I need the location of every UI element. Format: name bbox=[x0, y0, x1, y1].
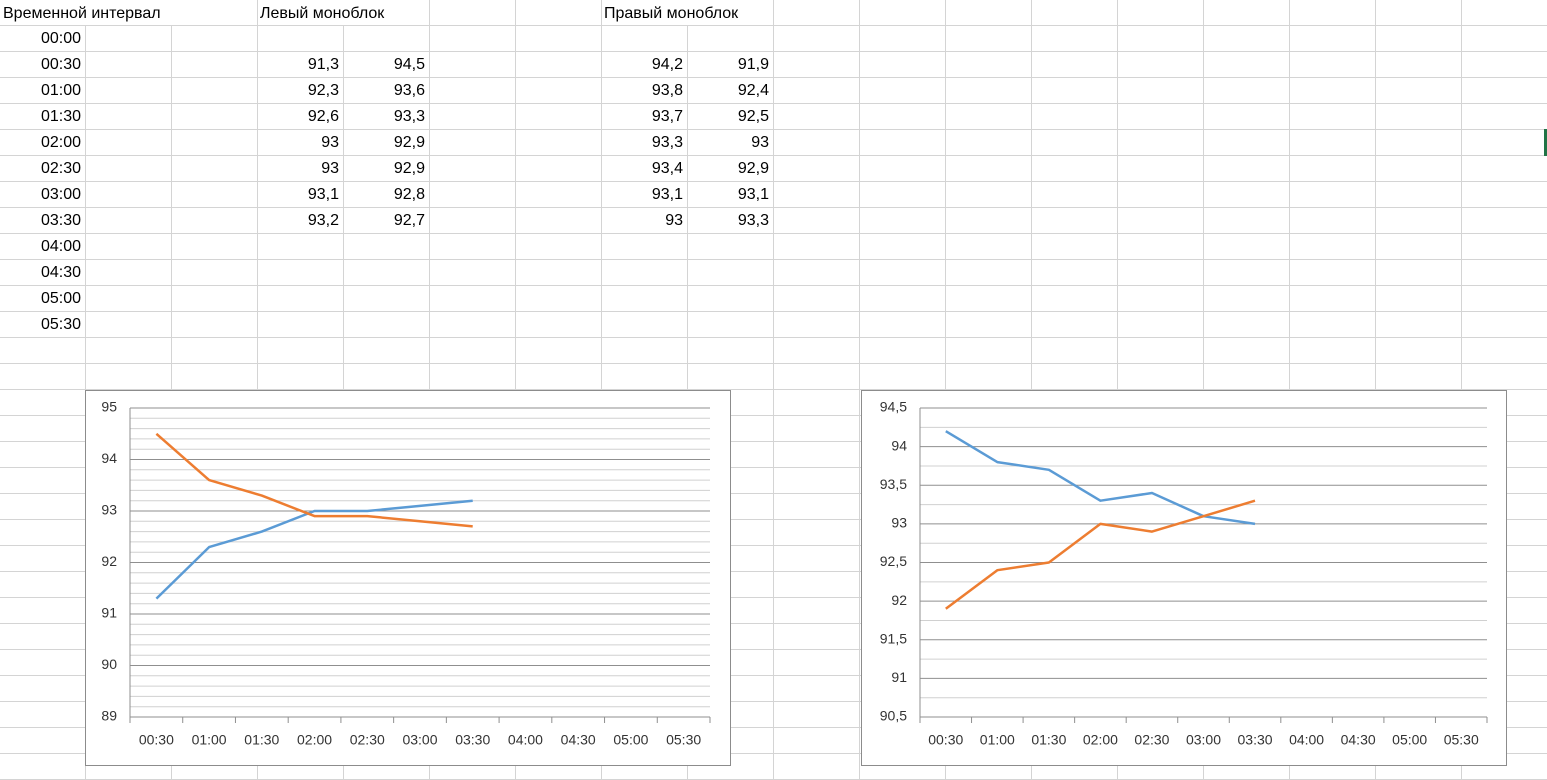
chart-box bbox=[861, 390, 1507, 766]
value-cell: 94,5 bbox=[394, 56, 425, 73]
y-tick-label: 90,5 bbox=[880, 708, 907, 724]
value-cell: 92,7 bbox=[394, 212, 425, 229]
time-cell: 02:00 bbox=[41, 134, 81, 151]
x-tick-label: 02:00 bbox=[297, 732, 332, 748]
x-tick-label: 02:30 bbox=[350, 732, 385, 748]
y-tick-label: 94 bbox=[891, 437, 907, 453]
cell-bg bbox=[602, 0, 772, 25]
time-cell: 04:30 bbox=[41, 264, 81, 281]
x-tick-label: 05:30 bbox=[1444, 732, 1479, 748]
x-tick-label: 01:00 bbox=[980, 732, 1015, 748]
value-cell: 93,1 bbox=[738, 186, 769, 203]
x-tick-label: 03:00 bbox=[1186, 732, 1221, 748]
value-cell: 93,8 bbox=[652, 82, 683, 99]
y-tick-label: 94 bbox=[101, 450, 117, 466]
time-cell: 00:30 bbox=[41, 56, 81, 73]
x-tick-label: 01:00 bbox=[192, 732, 227, 748]
time-cell: 05:00 bbox=[41, 290, 81, 307]
value-cell: 92,9 bbox=[394, 160, 425, 177]
x-tick-label: 04:00 bbox=[1289, 732, 1324, 748]
x-tick-label: 01:30 bbox=[244, 732, 279, 748]
time-cell: 04:00 bbox=[41, 238, 81, 255]
y-tick-label: 93,5 bbox=[880, 476, 907, 492]
value-cell: 93,3 bbox=[394, 108, 425, 125]
y-tick-label: 94,5 bbox=[880, 399, 907, 415]
x-tick-label: 03:30 bbox=[1238, 732, 1273, 748]
time-cell: 01:30 bbox=[41, 108, 81, 125]
y-tick-label: 93 bbox=[891, 515, 907, 531]
cell-bg bbox=[0, 0, 255, 25]
value-cell: 93,1 bbox=[652, 186, 683, 203]
value-cell: 91,9 bbox=[738, 56, 769, 73]
y-tick-label: 92 bbox=[101, 553, 117, 569]
time-cell: 05:30 bbox=[41, 316, 81, 333]
value-cell: 93,3 bbox=[738, 212, 769, 229]
value-cell: 93 bbox=[751, 134, 769, 151]
selection-edge bbox=[1544, 129, 1547, 156]
cell-bg bbox=[258, 0, 428, 25]
value-cell: 92,6 bbox=[308, 108, 339, 125]
time-cell: 01:00 bbox=[41, 82, 81, 99]
value-cell: 94,2 bbox=[652, 56, 683, 73]
value-cell: 92,9 bbox=[738, 160, 769, 177]
value-cell: 93 bbox=[665, 212, 683, 229]
time-cell: 02:30 bbox=[41, 160, 81, 177]
value-cell: 93 bbox=[321, 160, 339, 177]
y-tick-label: 91 bbox=[891, 669, 907, 685]
value-cell: 93,3 bbox=[652, 134, 683, 151]
y-tick-label: 95 bbox=[101, 399, 117, 415]
value-cell: 93,7 bbox=[652, 108, 683, 125]
y-tick-label: 89 bbox=[101, 708, 117, 724]
series-line bbox=[155, 499, 473, 600]
header-cell: Правый моноблок bbox=[604, 5, 739, 22]
value-cell: 92,8 bbox=[394, 186, 425, 203]
value-cell: 93,6 bbox=[394, 82, 425, 99]
x-tick-label: 03:00 bbox=[402, 732, 437, 748]
series-line bbox=[945, 499, 1256, 610]
x-tick-label: 02:00 bbox=[1083, 732, 1118, 748]
value-cell: 93 bbox=[321, 134, 339, 151]
x-tick-label: 04:30 bbox=[561, 732, 596, 748]
y-tick-label: 92,5 bbox=[880, 553, 907, 569]
x-tick-label: 01:30 bbox=[1031, 732, 1066, 748]
series-line bbox=[155, 432, 473, 528]
time-cell: 03:00 bbox=[41, 186, 81, 203]
y-tick-label: 90 bbox=[101, 656, 117, 672]
x-tick-label: 05:30 bbox=[666, 732, 701, 748]
x-tick-label: 00:30 bbox=[139, 732, 174, 748]
value-cell: 93,4 bbox=[652, 160, 683, 177]
value-cell: 93,2 bbox=[308, 212, 339, 229]
x-tick-label: 03:30 bbox=[455, 732, 490, 748]
value-cell: 91,3 bbox=[308, 56, 339, 73]
y-tick-label: 92 bbox=[891, 592, 907, 608]
time-cell: 03:30 bbox=[41, 212, 81, 229]
x-tick-label: 00:30 bbox=[928, 732, 963, 748]
x-tick-label: 02:30 bbox=[1134, 732, 1169, 748]
y-tick-label: 93 bbox=[101, 502, 117, 518]
x-tick-label: 04:00 bbox=[508, 732, 543, 748]
value-cell: 92,5 bbox=[738, 108, 769, 125]
value-cell: 92,9 bbox=[394, 134, 425, 151]
value-cell: 92,4 bbox=[738, 82, 769, 99]
header-cell: Левый моноблок bbox=[260, 5, 385, 22]
header-cell: Временной интервал bbox=[3, 5, 161, 22]
x-tick-label: 04:30 bbox=[1341, 732, 1376, 748]
y-tick-label: 91,5 bbox=[880, 630, 907, 646]
time-cell: 00:00 bbox=[41, 30, 81, 47]
chart-box bbox=[85, 390, 731, 766]
value-cell: 92,3 bbox=[308, 82, 339, 99]
y-tick-label: 91 bbox=[101, 605, 117, 621]
value-cell: 93,1 bbox=[308, 186, 339, 203]
x-tick-label: 05:00 bbox=[613, 732, 648, 748]
x-tick-label: 05:00 bbox=[1392, 732, 1427, 748]
